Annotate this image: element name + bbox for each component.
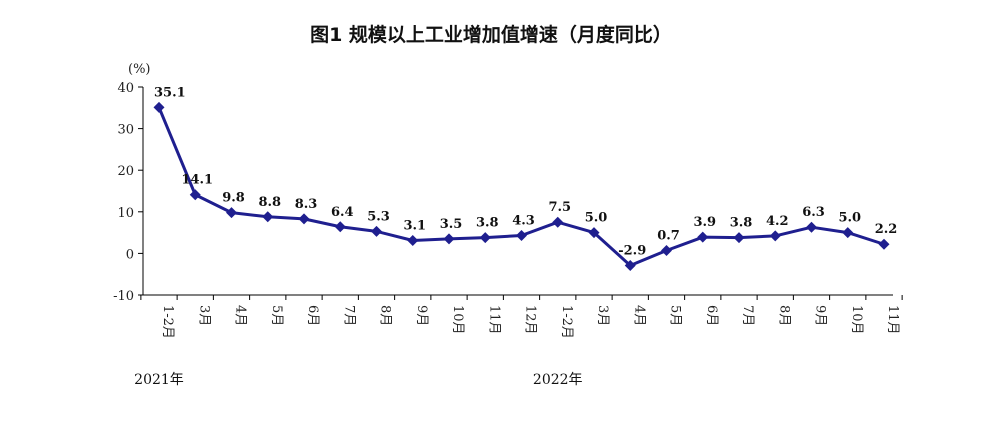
data-point-marker (878, 238, 890, 250)
data-point-marker (769, 230, 781, 242)
x-tick-label: 1-2月 (559, 305, 574, 339)
x-tick-label: 5月 (269, 305, 284, 326)
series-line (157, 106, 885, 267)
data-label: 9.8 (222, 191, 245, 206)
data-point-marker (262, 211, 274, 223)
x-tick-label: 6月 (704, 305, 719, 326)
y-tick-label: 10 (117, 206, 134, 221)
data-label: 35.1 (154, 85, 186, 100)
data-label: 4.2 (766, 214, 789, 229)
data-point-marker (733, 232, 745, 244)
x-tick-label: 8月 (378, 305, 393, 326)
data-point-marker (443, 233, 455, 245)
data-point-marker (334, 221, 346, 233)
data-label: 4.3 (512, 214, 535, 229)
y-tick-label: 40 (117, 81, 134, 96)
data-label: 5.3 (367, 209, 390, 224)
x-tick-label: 10月 (450, 305, 465, 335)
x-tick-label: 3月 (196, 305, 211, 326)
x-tick-label: 7月 (341, 305, 356, 326)
data-label: 3.9 (693, 215, 716, 230)
data-label: 2.2 (875, 222, 898, 237)
x-tick-label: 1-2月 (160, 305, 175, 339)
y-axis-unit-label: (%) (128, 62, 151, 77)
data-label: 3.8 (476, 216, 499, 231)
x-tick-label: 9月 (414, 305, 429, 326)
y-tick-label: 20 (117, 164, 134, 179)
data-point-marker (516, 230, 527, 242)
data-label: 3.1 (403, 219, 426, 234)
data-point-marker (189, 189, 201, 201)
year-label: 2021年 (134, 372, 184, 388)
x-axis-ticks: 1-2月 3月 4月 5月 6月 7月 8月 9月 10月 11月 12月 1-2月 3月 4月 5月 6月 7… (140, 295, 903, 339)
x-tick-label: 6月 (305, 305, 320, 326)
data-point-marker (153, 101, 165, 113)
data-point-marker (697, 231, 709, 243)
y-axis-ticks: 40 30 20 10 0 -10 (113, 81, 143, 304)
x-tick-label: 4月 (631, 305, 646, 326)
axes (142, 87, 893, 296)
x-tick-label: 5月 (668, 305, 683, 326)
y-tick-label: 30 (117, 123, 134, 138)
data-label: -2.9 (618, 243, 646, 258)
data-point-marker (552, 216, 564, 228)
data-point-marker (298, 213, 310, 225)
data-point-marker (661, 244, 672, 256)
y-tick-label: -10 (113, 289, 134, 304)
data-label: 0.7 (657, 228, 680, 243)
x-tick-label: 3月 (595, 305, 610, 326)
y-tick-label: 0 (126, 247, 134, 262)
x-tick-label: 7月 (740, 305, 755, 326)
data-point-marker (624, 259, 636, 271)
x-tick-label: 4月 (233, 305, 248, 326)
data-labels: 35.1 14.1 9.8 8.8 8.3 6.4 5.3 3.1 3.5 3.8 4.3 7.5 5.… (154, 85, 897, 258)
data-label: 6.3 (802, 205, 825, 220)
data-point-marker (371, 225, 382, 237)
x-tick-label: 11月 (486, 305, 501, 335)
data-label: 3.8 (730, 216, 753, 231)
x-tick-label: 9月 (813, 305, 828, 326)
data-point-marker (842, 227, 854, 239)
data-label: 8.3 (295, 197, 318, 212)
x-tick-label: 8月 (776, 305, 791, 326)
year-label: 2022年 (533, 372, 583, 388)
data-point-marker (479, 232, 491, 244)
data-point-marker (806, 221, 817, 233)
data-point-marker (226, 207, 237, 219)
data-label: 7.5 (548, 200, 571, 215)
data-label: 8.8 (258, 195, 281, 210)
data-label: 5.0 (838, 211, 861, 226)
data-point-marker (407, 235, 419, 247)
data-point-marker (588, 227, 600, 239)
chart-title: 图1 规模以上工业增加值增速（月度同比） (310, 24, 672, 46)
data-label: 14.1 (181, 173, 213, 188)
x-tick-label: 11月 (885, 305, 900, 335)
year-labels: 2021年 2022年 (134, 372, 582, 388)
x-tick-label: 12月 (523, 305, 538, 335)
data-label: 3.5 (440, 217, 463, 232)
data-label: 6.4 (331, 205, 354, 220)
series-line-group (153, 101, 890, 271)
x-tick-label: 10月 (849, 305, 864, 335)
data-label: 5.0 (585, 211, 608, 226)
